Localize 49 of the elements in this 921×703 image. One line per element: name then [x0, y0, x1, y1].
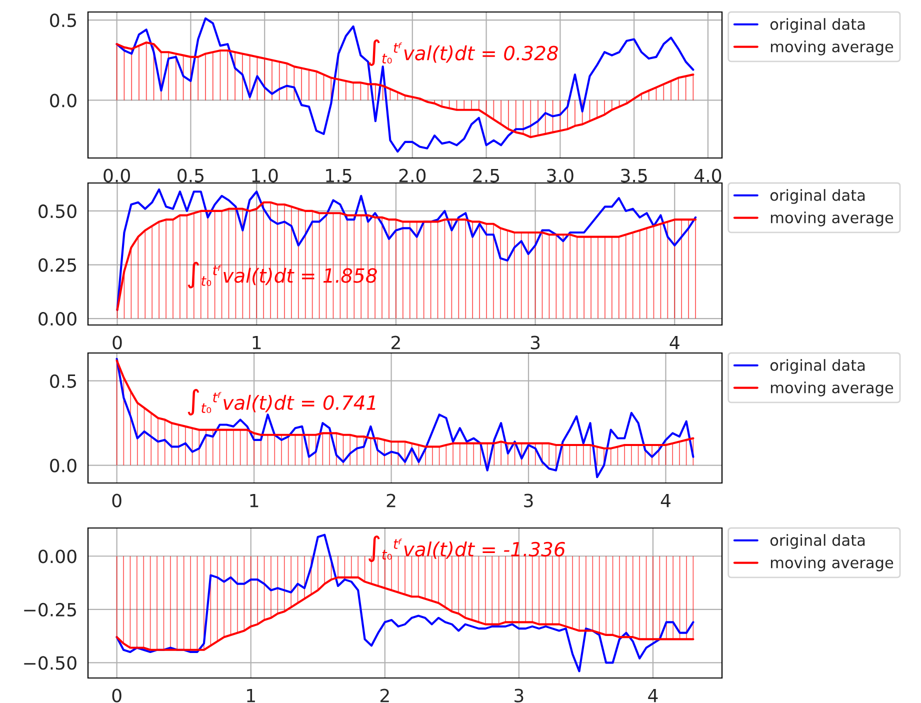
legend-label: moving average — [770, 382, 894, 396]
x-tick-label: 0.5 — [178, 168, 204, 182]
x-tick-label: 1.5 — [326, 168, 352, 182]
annotation: ∫$_{t₀}$$^{tᶠ}$val(t)dt = 0.328 — [368, 39, 558, 66]
annotation: ∫$_{t₀}$$^{tᶠ}$val(t)dt = 0.741 — [188, 388, 376, 416]
x-tick-label: 3 — [530, 336, 540, 350]
x-tick-label: 0 — [112, 494, 122, 508]
line-series — [116, 17, 694, 153]
legend-label: moving average — [770, 556, 894, 572]
y-tick-label: 0.0 — [50, 94, 76, 108]
x-tick-label: 2 — [392, 336, 400, 350]
x-tick-label: 0 — [112, 688, 122, 702]
y-tick-label: −0.50 — [24, 656, 76, 670]
y-tick-label: 0.0 — [50, 458, 76, 472]
x-tick-label: 2 — [386, 494, 396, 508]
line-series — [116, 41, 694, 138]
x-tick-label: 3 — [524, 494, 533, 508]
x-tick-label: 2 — [380, 688, 389, 702]
x-tick-label: 3 — [514, 688, 524, 702]
x-tick-label: 1.0 — [252, 168, 278, 182]
legend-label: original data — [770, 534, 865, 549]
x-tick-label: 1 — [247, 688, 255, 702]
x-tick-label: 1 — [250, 494, 258, 508]
x-tick-label: 3.0 — [547, 168, 574, 182]
legend-label: original data — [770, 18, 865, 33]
y-tick-label: −0.25 — [24, 602, 76, 617]
y-tick-label: 0.5 — [50, 374, 76, 388]
line-series — [116, 534, 694, 672]
y-tick-label: 0.00 — [38, 312, 76, 326]
annotation: ∫$_{t₀}$$^{tᶠ}$val(t)dt = -1.336 — [368, 535, 565, 562]
x-tick-label: 0 — [112, 336, 122, 350]
x-tick-label: 2.5 — [473, 168, 500, 182]
legend-label: original data — [770, 359, 865, 374]
x-tick-label: 1 — [252, 336, 261, 350]
x-tick-label: 4 — [660, 494, 670, 508]
x-tick-label: 4.0 — [694, 168, 722, 182]
x-tick-label: 4 — [648, 688, 658, 702]
x-tick-label: 2.0 — [399, 168, 426, 182]
y-tick-label: 0.50 — [38, 204, 76, 218]
y-tick-label: 0.5 — [50, 13, 76, 28]
y-tick-label: 0.00 — [38, 550, 76, 564]
y-tick-label: 0.25 — [38, 258, 76, 272]
legend-label: moving average — [770, 212, 894, 226]
x-tick-label: 3.5 — [621, 168, 647, 182]
legend-label: original data — [770, 189, 865, 204]
x-tick-label: 0.0 — [104, 168, 130, 182]
legend-label: moving average — [770, 40, 894, 56]
x-tick-label: 4 — [670, 336, 680, 350]
line-series — [116, 358, 694, 478]
